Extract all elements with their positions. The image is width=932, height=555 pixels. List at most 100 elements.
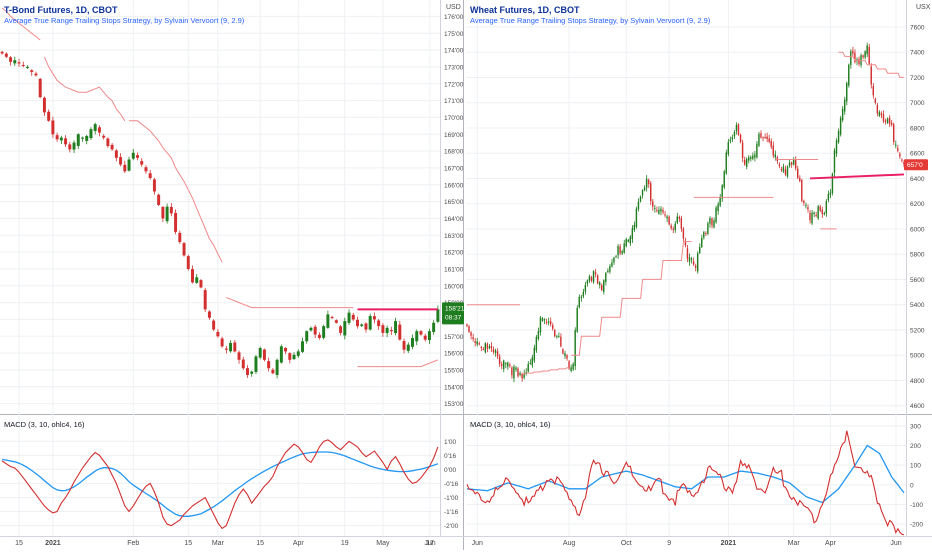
right-candle-body-97 [664, 214, 666, 216]
right-y-tick-13: 7200 [910, 75, 925, 82]
right-candle-body-124 [719, 196, 721, 206]
left-candle-body-2 [9, 57, 13, 62]
left-candle-body-34 [144, 167, 148, 172]
right-candle-body-137 [745, 158, 748, 167]
left-x-tick-0: 15 [15, 540, 23, 547]
right-candle-body-141 [754, 154, 756, 158]
left-candle-body-95 [402, 341, 406, 350]
left-candle-body-45 [191, 269, 194, 283]
left-x-tick-2: Feb [127, 540, 139, 547]
left-y-tick-18: 171'00 [444, 98, 464, 105]
right-candle-body-89 [647, 179, 650, 185]
right-y-tick-5: 5600 [910, 277, 925, 284]
right-candle-body-170 [813, 212, 815, 215]
left-candle-body-56 [237, 352, 241, 360]
left-last-price-text: 158'21 [445, 305, 465, 312]
right-candle-body-166 [805, 205, 807, 207]
right-candle-body-118 [707, 223, 709, 234]
left-candle-body-47 [199, 280, 203, 288]
left-stop-segment-1 [43, 56, 126, 122]
right-candle-body-107 [684, 240, 687, 246]
right-candle-body-24 [515, 367, 517, 370]
left-y-tick-10: 163'00 [444, 233, 464, 240]
right-candle-body-213 [901, 159, 903, 161]
right-candle-body-117 [705, 233, 707, 235]
right-candle-body-94 [658, 210, 660, 214]
right-candle-body-169 [811, 212, 813, 224]
left-candle-body-27 [114, 150, 118, 158]
left-candle-body-22 [93, 124, 97, 131]
right-candle-body-54 [576, 307, 578, 332]
right-macd-line [466, 430, 905, 536]
right-horizontal-line [810, 173, 905, 180]
right-candle-body-194 [862, 55, 864, 58]
right-candle-body-5 [476, 341, 478, 345]
right-candle-body-161 [794, 160, 797, 169]
left-y-tick-20: 173'00 [444, 64, 464, 71]
right-candle-body-32 [531, 357, 533, 366]
right-candle-body-40 [547, 321, 550, 323]
left-candle-body-55 [233, 342, 237, 352]
left-x-tick-4: Mar [212, 540, 225, 547]
right-candle-body-28 [523, 373, 525, 378]
left-candle-body-10 [42, 97, 46, 113]
left-candle-body-97 [411, 337, 414, 347]
right-candle-body-55 [578, 296, 580, 308]
left-candle-body-28 [119, 157, 123, 165]
right-candle-body-163 [799, 177, 801, 182]
right-candle-body-139 [750, 157, 752, 159]
right-candle-body-10 [486, 343, 489, 349]
right-macd-y-tick-0: -200 [910, 522, 923, 529]
left-y-tick-12: 165'00 [444, 199, 464, 206]
right-candle-body-80 [629, 236, 631, 244]
left-candle-body-29 [123, 164, 127, 172]
left-candle-body-15 [64, 138, 68, 145]
left-candle-body-94 [398, 324, 402, 340]
left-macd-y-tick-4: 0'00 [444, 467, 456, 474]
left-candle-body-72 [305, 331, 309, 342]
right-candle-body-22 [511, 367, 513, 376]
left-candle-body-53 [224, 348, 228, 350]
right-candle-body-50 [568, 361, 570, 369]
right-candle-body-96 [662, 209, 664, 213]
left-y-tick-13: 166'00 [444, 182, 464, 189]
left-candle-body-14 [59, 137, 63, 141]
left-macd-label: MACD (3, 10, ohlc4, 16) [4, 420, 85, 429]
right-candle-body-159 [790, 162, 793, 165]
right-candle-body-63 [594, 272, 597, 275]
left-x-tick-6: Apr [293, 540, 305, 547]
left-candle-body-87 [368, 316, 372, 330]
left-y-tick-15: 168'00 [444, 149, 464, 156]
right-candle-body-23 [513, 366, 515, 379]
left-x-tick-5: 15 [256, 540, 264, 547]
right-candle-body-104 [678, 216, 681, 219]
right-candle-body-41 [549, 321, 552, 325]
right-candle-body-193 [860, 55, 862, 65]
left-candle-body-84 [356, 319, 359, 327]
right-candle-body-119 [709, 217, 711, 224]
left-candle-body-6 [26, 66, 29, 68]
right-candle-body-39 [545, 321, 548, 323]
right-macd-label: MACD (3, 10, ohlc4, 16) [470, 420, 551, 429]
right-candle-body-99 [668, 216, 670, 225]
right-y-tick-3: 5200 [910, 327, 925, 334]
right-trailing-stop [467, 51, 904, 375]
right-candle-body-171 [815, 214, 817, 216]
right-candle-body-16 [498, 356, 501, 364]
left-macd-signal-line [2, 451, 439, 517]
left-candle-body-32 [136, 155, 139, 158]
right-candle-body-21 [509, 364, 511, 366]
right-candle-body-209 [892, 124, 895, 142]
left-candle-body-61 [258, 348, 262, 358]
left-candle-body-19 [81, 137, 84, 139]
right-candle-body-67 [603, 280, 605, 292]
left-candle-body-69 [292, 354, 296, 360]
left-candle-body-35 [148, 173, 152, 179]
right-candle-body-176 [825, 201, 828, 214]
right-candle-body-13 [492, 349, 495, 352]
right-candle-body-195 [864, 51, 866, 58]
right-candle-body-95 [660, 208, 662, 212]
right-candle-body-6 [478, 343, 480, 345]
left-candle-body-7 [30, 70, 34, 72]
